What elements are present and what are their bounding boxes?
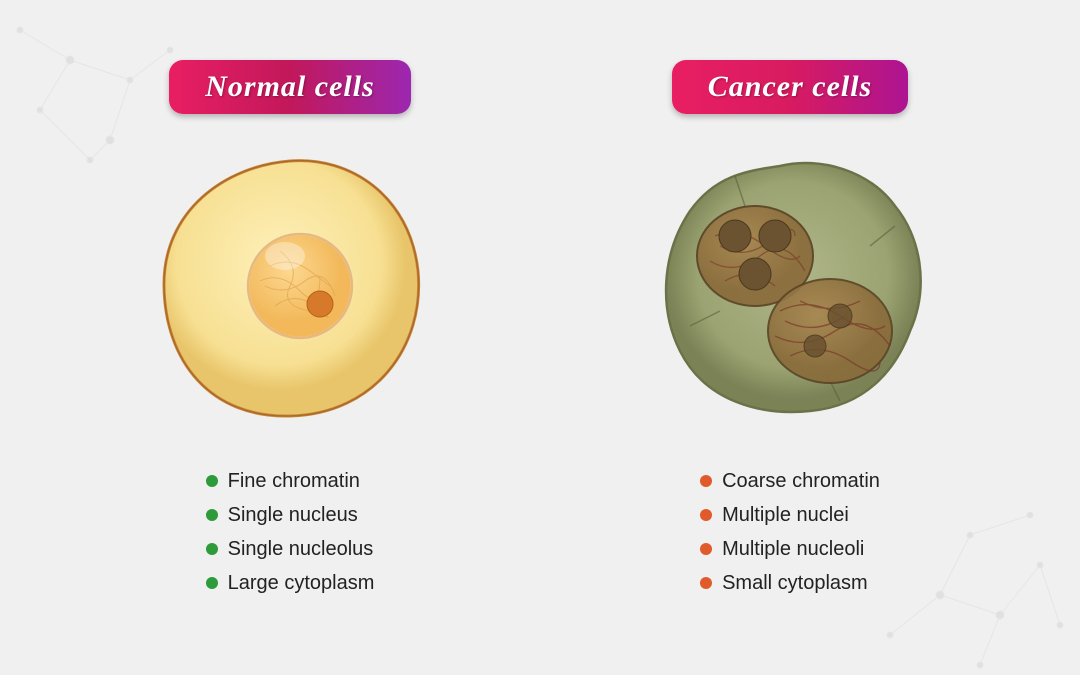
normal-header-badge: Normal cells xyxy=(169,60,411,114)
bullet-icon xyxy=(206,577,218,589)
bullet-icon xyxy=(700,509,712,521)
list-item: Fine chromatin xyxy=(206,464,375,498)
bullet-icon xyxy=(700,543,712,555)
list-item: Multiple nuclei xyxy=(700,498,880,532)
bullet-icon xyxy=(206,509,218,521)
feature-text: Multiple nucleoli xyxy=(722,532,864,566)
list-item: Single nucleolus xyxy=(206,532,375,566)
cancer-feature-list: Coarse chromatin Multiple nuclei Multipl… xyxy=(700,464,880,600)
list-item: Large cytoplasm xyxy=(206,566,375,600)
feature-text: Multiple nuclei xyxy=(722,498,849,532)
feature-text: Single nucleus xyxy=(228,498,358,532)
feature-text: Single nucleolus xyxy=(228,532,374,566)
bg-network-bottom-right xyxy=(860,455,1080,675)
cancer-cell-illustration xyxy=(640,136,940,436)
cancer-header-badge: Cancer cells xyxy=(672,60,908,114)
list-item: Single nucleus xyxy=(206,498,375,532)
bullet-icon xyxy=(700,475,712,487)
list-item: Small cytoplasm xyxy=(700,566,880,600)
list-item: Multiple nucleoli xyxy=(700,532,880,566)
bullet-icon xyxy=(206,475,218,487)
feature-text: Fine chromatin xyxy=(228,464,360,498)
normal-cell-illustration xyxy=(140,136,440,436)
feature-text: Large cytoplasm xyxy=(228,566,375,600)
list-item: Coarse chromatin xyxy=(700,464,880,498)
feature-text: Coarse chromatin xyxy=(722,464,880,498)
bullet-icon xyxy=(206,543,218,555)
feature-text: Small cytoplasm xyxy=(722,566,868,600)
normal-feature-list: Fine chromatin Single nucleus Single nuc… xyxy=(206,464,375,600)
bullet-icon xyxy=(700,577,712,589)
